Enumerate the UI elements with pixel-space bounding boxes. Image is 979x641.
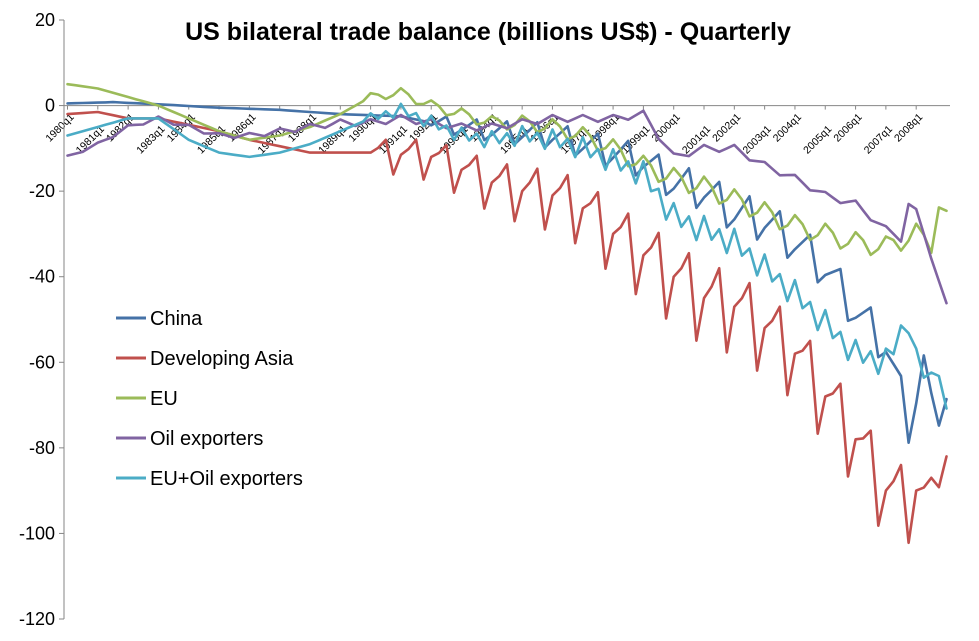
series-line-eu-oil-exporters: [66, 102, 948, 410]
legend-label: EU: [150, 388, 178, 410]
y-tick-label: -100: [19, 523, 55, 543]
legend-label: Developing Asia: [150, 348, 294, 370]
series-line-china: [66, 100, 948, 445]
legend-label: Oil exporters: [150, 428, 263, 450]
y-tick-label: -40: [29, 267, 55, 287]
series-line-oil-exporters: [66, 109, 948, 305]
legend: China Developing Asia EU Oil exporters EU+Oi…: [116, 308, 303, 490]
chart-title: US bilateral trade balance (billions US$…: [185, 18, 791, 46]
y-tick-label: 0: [45, 96, 55, 116]
y-tick-label: -60: [29, 352, 55, 372]
series-lines: [66, 82, 948, 545]
legend-label: EU+Oil exporters: [150, 468, 303, 490]
y-tick-label: 20: [35, 10, 55, 30]
y-tick-label: -120: [19, 609, 55, 629]
y-tick-label: -20: [29, 181, 55, 201]
legend-label: China: [150, 308, 203, 330]
y-tick-label: -80: [29, 438, 55, 458]
y-axis-ticks: 20 0 -20 -40 -60 -80 -100 -120: [19, 10, 64, 629]
